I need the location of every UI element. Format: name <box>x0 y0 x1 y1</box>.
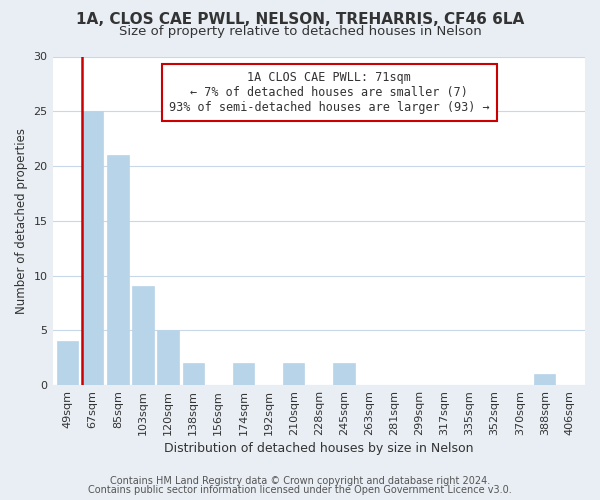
Text: 1A CLOS CAE PWLL: 71sqm
← 7% of detached houses are smaller (7)
93% of semi-deta: 1A CLOS CAE PWLL: 71sqm ← 7% of detached… <box>169 72 490 114</box>
Bar <box>82 112 103 385</box>
Bar <box>233 363 254 385</box>
Y-axis label: Number of detached properties: Number of detached properties <box>15 128 28 314</box>
Text: 1A, CLOS CAE PWLL, NELSON, TREHARRIS, CF46 6LA: 1A, CLOS CAE PWLL, NELSON, TREHARRIS, CF… <box>76 12 524 28</box>
Bar <box>132 286 154 385</box>
Bar <box>182 363 204 385</box>
Text: Contains HM Land Registry data © Crown copyright and database right 2024.: Contains HM Land Registry data © Crown c… <box>110 476 490 486</box>
Bar <box>157 330 179 385</box>
Text: Size of property relative to detached houses in Nelson: Size of property relative to detached ho… <box>119 25 481 38</box>
X-axis label: Distribution of detached houses by size in Nelson: Distribution of detached houses by size … <box>164 442 473 455</box>
Bar <box>333 363 355 385</box>
Bar <box>107 155 128 385</box>
Bar <box>57 342 78 385</box>
Bar <box>283 363 304 385</box>
Text: Contains public sector information licensed under the Open Government Licence v3: Contains public sector information licen… <box>88 485 512 495</box>
Bar <box>534 374 556 385</box>
